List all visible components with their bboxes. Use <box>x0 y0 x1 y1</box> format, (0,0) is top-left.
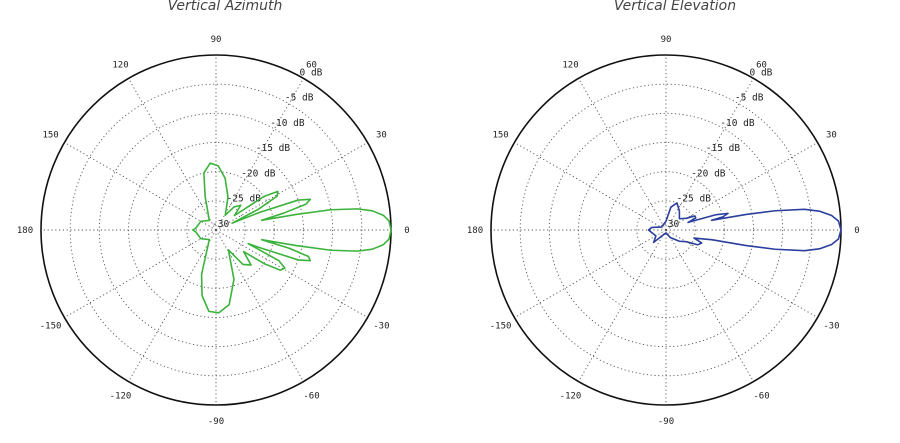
grid-spoke <box>665 142 818 231</box>
db-ring-label: 0 dB <box>750 67 773 78</box>
grid-spoke <box>514 229 667 318</box>
angle-tick-label: 0 <box>404 226 409 236</box>
pattern-trace <box>647 202 842 252</box>
grid-ring <box>607 171 725 289</box>
grid-ring <box>519 83 813 377</box>
grid-ring <box>157 171 275 289</box>
angle-tick-label: 150 <box>42 131 58 141</box>
angle-tick-label: 30 <box>826 131 837 141</box>
grid-spoke <box>665 229 754 382</box>
angle-tick-label: -30 <box>373 322 389 332</box>
angle-tick-label: -120 <box>110 391 132 401</box>
grid-spoke <box>215 142 368 231</box>
chart-title-elevation: Vertical Elevation <box>613 0 737 14</box>
angle-tick-label: 180 <box>467 226 483 236</box>
grid-spoke <box>665 229 818 318</box>
grid-spoke <box>665 78 754 231</box>
polar-chart-azimuth: Vertical Azimuth 0 30 60 90 120 150 180 -150 -12… <box>17 0 410 427</box>
grid-spoke <box>215 78 304 231</box>
db-ring-label: -25 dB <box>677 194 712 205</box>
angle-tick-label: -30 <box>823 322 839 332</box>
grid-spoke <box>578 78 667 231</box>
grid-spoke <box>128 78 217 231</box>
db-ring-label: -5 dB <box>285 93 314 104</box>
db-ring-label: -15 dB <box>706 143 741 154</box>
angle-tick-label: -120 <box>560 391 582 401</box>
grid-spoke <box>215 229 368 318</box>
db-ring-label: -30 <box>212 219 229 230</box>
angle-tick-label: -90 <box>658 417 674 427</box>
angle-tick-label: -60 <box>753 391 769 401</box>
db-ring-label: -20 dB <box>691 169 726 180</box>
db-ring-label: -20 dB <box>241 169 276 180</box>
polar-plot-elevation: 0 30 60 90 120 150 180 -150 -120 -90 -60 -30 0 dB -5 … <box>467 35 860 427</box>
angle-tick-label: -60 <box>303 391 319 401</box>
grid-spoke <box>128 229 217 382</box>
angle-tick-label: -150 <box>40 322 62 332</box>
db-ring-label: -5 dB <box>735 93 764 104</box>
grid-spoke <box>64 229 217 318</box>
db-ring-label: -10 dB <box>270 118 305 129</box>
db-ring-label: 0 dB <box>300 67 323 78</box>
angle-tick-label: -150 <box>490 322 512 332</box>
chart-title-azimuth: Vertical Azimuth <box>167 0 283 14</box>
angle-tick-label: 150 <box>492 131 508 141</box>
angle-tick-label: 90 <box>661 35 672 45</box>
angle-tick-label: 90 <box>211 35 222 45</box>
grid-ring <box>69 83 363 377</box>
db-ring-label: -10 dB <box>720 118 755 129</box>
grid-ring <box>186 200 246 260</box>
db-ring-label: -30 <box>662 219 679 230</box>
angle-tick-label: 120 <box>112 61 128 71</box>
grid-spoke <box>64 142 217 231</box>
angle-tick-label: 0 <box>854 226 859 236</box>
db-ring-label: -25 dB <box>227 194 262 205</box>
grid-spoke <box>215 229 304 382</box>
grid-spoke <box>578 229 667 382</box>
grid-spoke <box>514 142 667 231</box>
grid-ring <box>548 112 784 348</box>
grid-ring <box>636 200 696 260</box>
angle-tick-label: 180 <box>17 226 33 236</box>
db-ring-label: -15 dB <box>256 143 291 154</box>
angle-tick-label: 60 <box>756 61 767 71</box>
angle-tick-label: 30 <box>376 131 387 141</box>
angle-tick-label: 120 <box>562 61 578 71</box>
pattern-trace <box>191 162 392 314</box>
angle-tick-label: 60 <box>306 61 317 71</box>
grid-ring <box>98 112 334 348</box>
angle-tick-label: -90 <box>208 417 224 427</box>
polar-chart-elevation: Vertical Elevation 0 30 60 90 120 150 180 -150 -… <box>450 0 900 443</box>
polar-plot-azimuth: 0 30 60 90 120 150 180 -150 -120 -90 -60 -30 0 dB -5 … <box>17 35 410 427</box>
